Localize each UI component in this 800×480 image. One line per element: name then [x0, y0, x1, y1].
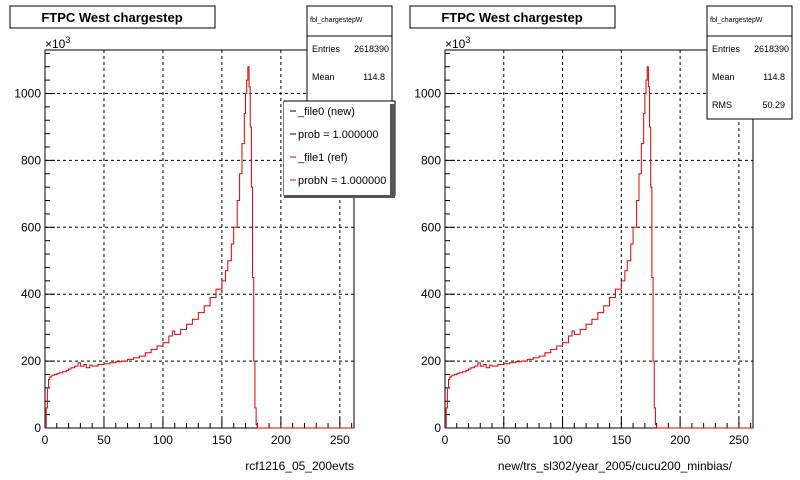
title-box-right: [409, 5, 616, 29]
series-line-right: [445, 66, 753, 429]
x-axis-right: 0 50 100 150 200 250: [442, 418, 752, 447]
y-multiplier-left: ×103: [45, 35, 70, 51]
legend-label-probN: probN = 1.000000: [298, 175, 386, 187]
legend-label-prob: prob = 1.000000: [298, 129, 378, 141]
stats-label-mean-left: Mean: [312, 72, 335, 82]
series-line-left: [45, 66, 354, 429]
stats-box-right: fbl_chargestepW Entries 2618390 Mean 114…: [706, 5, 793, 120]
y-tick-label: 800: [21, 153, 41, 167]
y-tick-label: 0: [434, 421, 441, 435]
x-tick-label: 250: [729, 433, 749, 447]
x-tick-label: 150: [212, 433, 232, 447]
y-tick-label: 0: [34, 421, 41, 435]
x-tick-label: 100: [153, 433, 173, 447]
x-tick-label: 0: [442, 433, 449, 447]
x-tick-label: 100: [553, 433, 573, 447]
y-tick-label: 400: [421, 287, 441, 301]
x-axis-label-right: new/trs_sl302/year_2005/cucu200_minbias/: [498, 459, 733, 473]
y-tick-label: 200: [421, 354, 441, 368]
y-tick-label: 200: [21, 354, 41, 368]
stats-name-right: fbl_chargestepW: [710, 17, 763, 24]
stats-label-entries-right: Entries: [712, 44, 741, 54]
stats-label-mean-right: Mean: [712, 72, 735, 82]
x-tick-label: 150: [611, 433, 631, 447]
right-panel: FTPC West chargestep 0 50 100 150 200 250 0 20…: [409, 5, 793, 473]
legend-shadow: [390, 104, 395, 198]
y-tick-label: 1000: [414, 86, 441, 100]
x-axis-left: 0 50 100 150 200 250: [42, 418, 353, 447]
stats-value-mean-left: 114.8: [363, 72, 385, 82]
y-tick-label: 600: [421, 220, 441, 234]
stats-value-rms-right: 50.29: [762, 100, 785, 110]
stats-value-entries-right: 2618390: [754, 44, 789, 54]
left-panel: FTPC West chargestep 0 50 100 150 200 250 0 20…: [9, 5, 396, 473]
x-tick-label: 200: [670, 433, 690, 447]
y-tick-label: 600: [21, 220, 41, 234]
stats-label-entries-left: Entries: [312, 44, 341, 54]
plot-area-right: [444, 49, 754, 429]
x-axis-label-left: rcf1216_05_200evts: [245, 459, 354, 473]
legend-label-file0: _file0 (new): [297, 106, 355, 118]
stats-value-entries-left: 2618390: [354, 44, 389, 54]
y-tick-label: 800: [421, 153, 441, 167]
stats-name-left: fbl_chargestepW: [310, 17, 363, 24]
y-axis-left: 0 200 400 600 800 1000: [14, 52, 55, 435]
chart-title-left: FTPC West chargestep: [41, 10, 182, 25]
chart-title-right: FTPC West chargestep: [441, 10, 582, 25]
stats-value-mean-right: 114.8: [763, 72, 785, 82]
y-tick-label: 400: [21, 287, 41, 301]
stats-label-rms-right: RMS: [712, 100, 732, 110]
y-axis-right: 0 200 400 600 800 1000: [414, 52, 455, 435]
x-tick-label: 50: [97, 433, 111, 447]
legend-left: _file0 (new) prob = 1.000000 _file1 (ref…: [283, 100, 396, 198]
y-tick-label: 1000: [14, 86, 41, 100]
stats-box-left: fbl_chargestepW Entries 2618390 Mean 114…: [306, 5, 393, 102]
x-tick-label: 250: [330, 433, 350, 447]
x-tick-label: 200: [271, 433, 291, 447]
legend-label-file1: _file1 (ref): [297, 152, 348, 164]
y-multiplier-right: ×103: [445, 35, 470, 51]
title-box-left: [9, 5, 216, 29]
x-tick-label: 0: [42, 433, 49, 447]
x-tick-label: 50: [497, 433, 511, 447]
plot-frame-right: 0 50 100 150 200 250 0 200 400 600 800 1000: [414, 49, 754, 447]
